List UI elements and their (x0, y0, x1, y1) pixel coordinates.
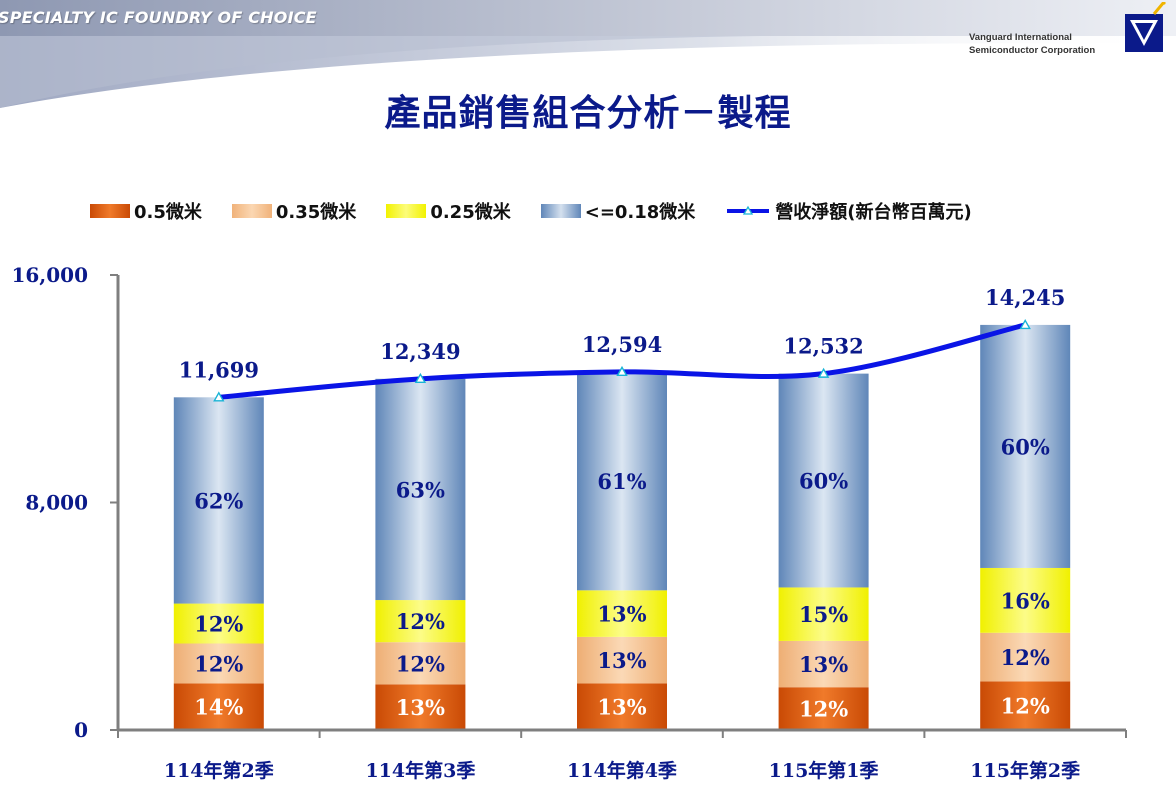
bar-label-0.5um-1: 13% (396, 695, 445, 720)
bar-label-0.5um-0: 14% (194, 695, 243, 720)
bar-0.18um-1 (375, 378, 466, 601)
revenue-point-0 (213, 391, 225, 402)
legend-item-0.35um: 0.35微米 (231, 198, 357, 224)
bar-label-0.18um-2: 61% (597, 469, 646, 494)
revenue-label-3: 12,532 (783, 334, 863, 359)
legend-swatch-0.18um (540, 204, 581, 218)
bar-0.5um-1 (375, 684, 466, 730)
legend-swatch-0.35um (231, 204, 272, 218)
bar-0.35um-4 (980, 632, 1071, 682)
bar-0.35um-1 (375, 642, 466, 685)
chart-legend: 0.5微米 0.35微米 0.25微米 <=0.18微米 營收淨額(新台幣百萬元… (90, 197, 972, 225)
x-tick-label-4: 115年第2季 (970, 759, 1080, 782)
bar-label-0.35um-0: 12% (194, 651, 243, 676)
y-tick-label-1: 8,000 (25, 491, 88, 515)
legend-swatch-0.25um (386, 204, 427, 218)
bar-label-0.35um-3: 13% (799, 652, 848, 677)
legend-label-0.35um: 0.35微米 (275, 202, 357, 223)
revenue-point-4 (1019, 318, 1031, 330)
revenue-point-3 (817, 367, 830, 378)
bar-label-0.18um-1: 63% (396, 477, 445, 502)
bar-label-0.35um-1: 12% (396, 651, 445, 676)
legend-swatch-0.5um (90, 204, 130, 218)
bar-label-0.18um-3: 60% (799, 469, 848, 494)
legend-item-0.5um: 0.5微米 (90, 198, 202, 224)
bar-label-0.25um-2: 13% (597, 602, 646, 627)
bar-0.18um-0 (173, 397, 264, 604)
legend-item-0.25um: 0.25微米 (386, 198, 511, 224)
bar-0.35um-2 (577, 636, 667, 684)
bar-0.35um-3 (778, 640, 869, 688)
bar-label-0.25um-1: 12% (396, 609, 445, 634)
revenue-label-4: 14,245 (985, 285, 1065, 310)
revenue-point-2 (616, 365, 628, 377)
bar-0.5um-2 (577, 683, 667, 730)
bar-0.25um-2 (577, 590, 667, 637)
bar-0.25um-4 (980, 567, 1071, 633)
bar-label-0.5um-2: 13% (597, 695, 646, 720)
bar-label-0.5um-3: 12% (799, 697, 848, 722)
x-tick-label-0: 114年第2季 (164, 759, 274, 782)
vis-logo-icon (1125, 2, 1166, 52)
company-name: Vanguard International Semiconductor Cor… (969, 31, 1095, 57)
legend-label-0.18um: <=0.18微米 (584, 202, 696, 223)
bar-0.5um-4 (980, 681, 1071, 730)
revenue-label-0: 11,699 (179, 357, 259, 382)
legend-label-0.5um: 0.5微米 (134, 202, 202, 223)
bar-0.18um-2 (577, 371, 667, 591)
legend-label-revenue: 營收淨額(新台幣百萬元) (775, 202, 972, 223)
header-banner (0, 0, 1176, 108)
bar-0.5um-3 (778, 687, 869, 730)
revenue-label-2: 12,594 (582, 332, 662, 357)
y-tick-label-0: 0 (74, 718, 88, 742)
bar-label-0.25um-4: 16% (1001, 588, 1050, 613)
bar-label-0.18um-4: 60% (1001, 434, 1050, 459)
company-name-line1: Vanguard International (969, 32, 1072, 43)
bar-0.25um-3 (778, 587, 869, 641)
x-tick-label-1: 114年第3季 (365, 759, 475, 782)
legend-item-revenue: 營收淨額(新台幣百萬元) (725, 198, 972, 224)
bar-0.25um-1 (375, 600, 466, 643)
bar-label-0.25um-0: 12% (194, 612, 243, 637)
bar-0.18um-3 (778, 373, 869, 588)
x-tick-label-2: 114年第4季 (567, 759, 677, 782)
bar-label-0.18um-0: 62% (194, 488, 243, 513)
tagline: SPECIALTY IC FOUNDRY OF CHOICE (0, 8, 317, 27)
revenue-point-1 (414, 372, 427, 384)
revenue-label-1: 12,349 (380, 339, 460, 364)
bar-label-0.35um-4: 12% (1001, 645, 1050, 670)
x-tick-label-3: 115年第1季 (769, 759, 879, 782)
legend-label-0.25um: 0.25微米 (430, 202, 511, 223)
bar-0.5um-0 (173, 683, 264, 730)
bar-0.18um-4 (980, 324, 1071, 568)
bar-label-0.25um-3: 15% (799, 602, 848, 627)
bar-label-0.35um-2: 13% (597, 648, 646, 673)
bar-0.35um-0 (173, 643, 264, 684)
y-tick-label-2: 16,000 (11, 263, 88, 287)
company-name-line2: Semiconductor Corporation (969, 45, 1096, 56)
legend-line-revenue (727, 205, 770, 215)
bar-0.25um-0 (173, 603, 264, 644)
legend-item-0.18um: <=0.18微米 (540, 198, 696, 224)
page-title: 產品銷售組合分析－製程 (384, 93, 792, 134)
bar-label-0.5um-4: 12% (1001, 694, 1050, 719)
